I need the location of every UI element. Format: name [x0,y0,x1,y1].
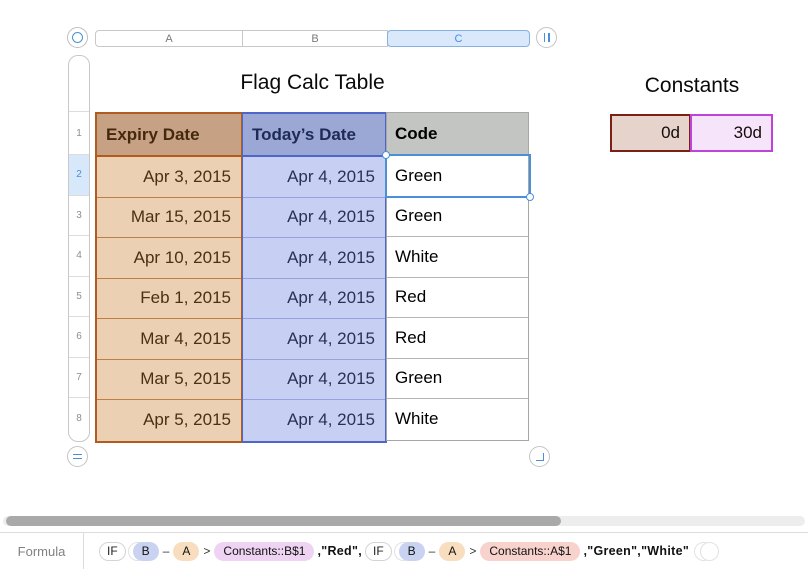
formula-token-ref-b[interactable]: B [398,541,425,561]
formula-token-greater-than[interactable]: > [469,544,477,558]
flag-table-title[interactable]: Flag Calc Table [240,71,385,94]
cell-a8[interactable]: Apr 5, 2015 [97,400,241,441]
row-header-spacer [69,56,89,112]
cell-b2[interactable]: Apr 4, 2015 [243,157,385,198]
flag-calc-table: Expiry Date Apr 3, 2015 Mar 15, 2015 Apr… [95,112,529,443]
formula-token-constants-a1[interactable]: Constants::A$1 [480,541,581,561]
pause-icon [548,33,550,42]
formula-token-literal-red[interactable]: ,"Red", [317,544,362,558]
row-header-6[interactable]: 6 [69,317,89,358]
row-header-3[interactable]: 3 [69,196,89,236]
cell-a6[interactable]: Mar 4, 2015 [97,319,241,360]
paren-close-icon [700,541,720,561]
add-row-button[interactable] [67,446,88,467]
cell-b5[interactable]: Apr 4, 2015 [243,278,385,319]
row-header-bar: 1 2 3 4 5 6 7 8 [68,55,90,442]
formula-token-minus[interactable]: – [428,544,436,558]
formula-token-constants-b1[interactable]: Constants::B$1 [214,541,315,561]
cell-c2-selected[interactable]: Green [387,156,528,197]
cell-c8[interactable]: White [387,399,528,440]
selection-handle-top-left[interactable] [382,151,390,159]
formula-token-greater-than[interactable]: > [203,544,211,558]
cell-a3[interactable]: Mar 15, 2015 [97,197,241,238]
row-header-5[interactable]: 5 [69,277,89,317]
cell-a5[interactable]: Feb 1, 2015 [97,278,241,319]
header-cell-code[interactable]: Code [387,113,528,156]
formula-bar: Formula IF B – A > Constants::B$1 ,"Red"… [0,532,808,569]
formula-token-if[interactable]: IF [99,541,126,561]
table-select-handle-icon [72,32,83,43]
formula-token-if[interactable]: IF [364,541,392,561]
column-expiry-date: Expiry Date Apr 3, 2015 Mar 15, 2015 Apr… [95,112,243,443]
cell-c3[interactable]: Green [387,196,528,237]
constants-table-title[interactable]: Constants [644,74,740,97]
equals-icon [73,457,82,460]
column-actions-button[interactable] [536,27,557,48]
constants-cell-0d[interactable]: 0d [610,114,691,152]
header-cell-todays-date[interactable]: Today’s Date [243,114,385,157]
row-header-2-selected[interactable]: 2 [69,155,89,196]
formula-label: Formula [17,543,66,559]
cell-a4[interactable]: Apr 10, 2015 [97,238,241,279]
cell-a2[interactable]: Apr 3, 2015 [97,157,241,198]
constants-cell-30d[interactable]: 30d [690,114,773,152]
cell-a7[interactable]: Mar 5, 2015 [97,359,241,400]
row-header-7[interactable]: 7 [69,358,89,398]
column-header-c-selected[interactable]: C [387,30,530,47]
cell-b6[interactable]: Apr 4, 2015 [243,319,385,360]
cell-b8[interactable]: Apr 4, 2015 [243,400,385,441]
column-code: Code Green Green White Red Red Green Whi… [386,112,529,441]
cell-b7[interactable]: Apr 4, 2015 [243,359,385,400]
selection-handle-bottom-right[interactable] [526,193,534,201]
cell-c7[interactable]: Green [387,358,528,399]
row-header-4[interactable]: 4 [69,236,89,277]
formula-token-ref-a[interactable]: A [173,541,200,561]
cell-c5[interactable]: Red [387,277,528,318]
table-select-handle[interactable] [67,27,88,48]
column-todays-date: Today’s Date Apr 4, 2015 Apr 4, 2015 Apr… [242,112,387,443]
cell-b3[interactable]: Apr 4, 2015 [243,197,385,238]
horizontal-scrollbar-track[interactable] [3,516,805,526]
horizontal-scrollbar-thumb[interactable] [6,516,561,526]
equals-icon [73,453,82,456]
formula-token-literal-green-white[interactable]: ,"Green","White" [583,544,690,558]
table-resize-button[interactable] [529,446,550,467]
formula-token-ref-a[interactable]: A [439,541,466,561]
column-header-a[interactable]: A [95,30,243,47]
cell-c4[interactable]: White [387,237,528,278]
column-header-bar: A B C [95,30,530,47]
formula-token-ref-b[interactable]: B [132,541,159,561]
header-cell-expiry-date[interactable]: Expiry Date [97,114,241,157]
pause-icon [543,33,545,42]
formula-tokens[interactable]: IF B – A > Constants::B$1 ,"Red", IF B –… [99,541,720,561]
cell-b4[interactable]: Apr 4, 2015 [243,238,385,279]
column-header-b[interactable]: B [242,30,388,47]
formula-bar-divider [83,533,84,569]
cell-c6[interactable]: Red [387,318,528,359]
corner-resize-icon [535,452,544,461]
constants-table: 0d 30d [610,114,773,152]
row-header-8[interactable]: 8 [76,412,82,424]
row-header-1[interactable]: 1 [69,112,89,155]
formula-token-minus[interactable]: – [162,544,170,558]
